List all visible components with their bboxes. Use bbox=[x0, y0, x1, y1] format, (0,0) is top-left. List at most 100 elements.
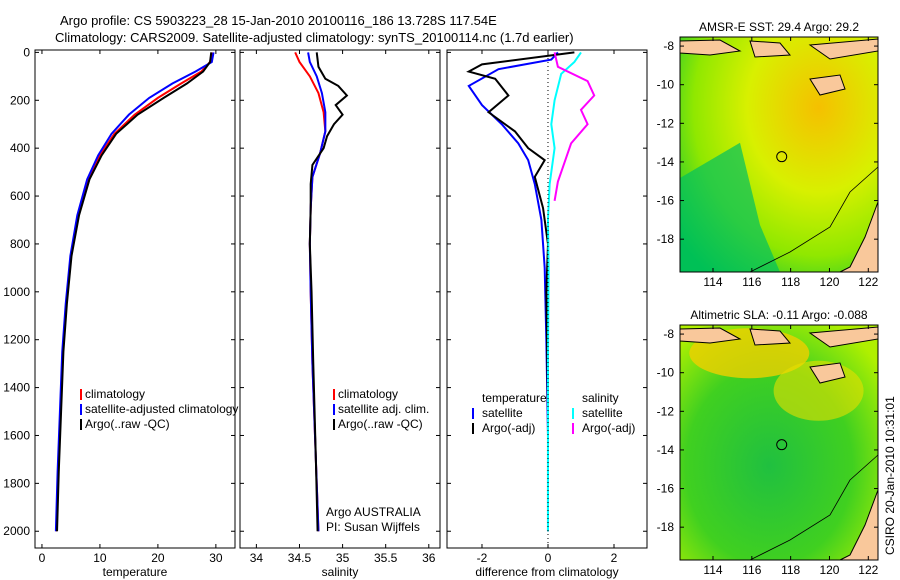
y-tick-label: -16 bbox=[657, 482, 675, 496]
legend-label: Argo(-adj) bbox=[582, 421, 635, 435]
x-tick-label: 35 bbox=[336, 551, 350, 565]
series-line-argo-raw-qc- bbox=[308, 52, 349, 532]
legend-label: climatology bbox=[85, 387, 145, 401]
panel-4: Altimetric SLA: -0.11 Argo: -0.088 -8 -10 -… bbox=[657, 308, 879, 577]
land-island bbox=[809, 362, 846, 384]
legend-swatch bbox=[80, 389, 82, 400]
y-tick-label: 800 bbox=[10, 237, 30, 251]
x-tick-label: 34.5 bbox=[288, 551, 312, 565]
legend-swatch bbox=[333, 404, 335, 415]
axes-frame bbox=[34, 49, 236, 549]
axes-frame bbox=[239, 49, 441, 549]
y-tick-label: -18 bbox=[657, 232, 675, 246]
land-island bbox=[749, 328, 792, 346]
axes-frame bbox=[679, 324, 879, 561]
y-tick-label: 1400 bbox=[3, 381, 30, 395]
series-line-temperature-satellite bbox=[467, 51, 559, 532]
y-tick-label: -14 bbox=[657, 443, 675, 457]
x-tick-label: 30 bbox=[209, 551, 223, 565]
y-tick-label: 600 bbox=[10, 189, 30, 203]
map-cool-region bbox=[680, 142, 780, 272]
x-tick-label: 114 bbox=[703, 275, 722, 289]
legend-label: satellite adj. clim. bbox=[338, 402, 429, 416]
x-tick-label: 122 bbox=[858, 275, 878, 289]
x-tick-label: -2 bbox=[477, 551, 488, 565]
x-tick-label: 122 bbox=[858, 563, 878, 577]
land-island bbox=[749, 40, 792, 58]
x-axis-label: difference from climatology bbox=[475, 565, 618, 579]
legend-label: Argo(-adj) bbox=[482, 421, 535, 435]
legend-swatch bbox=[472, 423, 474, 434]
legend-label: Argo(..raw -QC) bbox=[338, 417, 423, 431]
x-tick-label: 35.5 bbox=[374, 551, 398, 565]
title-line-1: Argo profile: CS 5903223_28 15-Jan-2010 … bbox=[60, 13, 497, 28]
map-title: AMSR-E SST: 29.4 Argo: 29.2 bbox=[699, 20, 859, 34]
y-tick-label: -14 bbox=[657, 155, 675, 169]
timestamp-label: CSIRO 20-Jan-2010 10:31:01 bbox=[883, 396, 897, 555]
title-line-2: Climatology: CARS2009. Satellite-adjuste… bbox=[55, 30, 574, 45]
map-title: Altimetric SLA: -0.11 Argo: -0.088 bbox=[690, 308, 868, 322]
annotation-argo-australia: Argo AUSTRALIA bbox=[326, 505, 421, 519]
x-tick-label: 114 bbox=[703, 563, 722, 577]
y-tick-label: -12 bbox=[657, 116, 675, 130]
x-tick-label: 116 bbox=[742, 275, 761, 289]
panel-2: difference from climatologytemperaturesa… bbox=[446, 49, 648, 579]
y-tick-label: 0 bbox=[23, 45, 30, 59]
legend-label: satellite-adjusted climatology bbox=[85, 402, 238, 416]
series-line-satellite-adjusted-climatology bbox=[54, 52, 215, 532]
series-line-argo-raw-qc- bbox=[56, 52, 213, 532]
legend-swatch bbox=[572, 423, 574, 434]
y-tick-label: 1200 bbox=[3, 333, 30, 347]
x-tick-label: 118 bbox=[781, 275, 800, 289]
y-tick-label: 2000 bbox=[3, 524, 30, 538]
bathymetry-contour bbox=[749, 454, 879, 561]
legend-swatch bbox=[572, 408, 574, 419]
x-tick-label: 0 bbox=[39, 551, 46, 565]
panel-3: AMSR-E SST: 29.4 Argo: 29.2 -8 -10 -12 -14 -1… bbox=[657, 20, 879, 289]
y-tick-label: 1600 bbox=[3, 428, 30, 442]
y-tick-label: -18 bbox=[657, 520, 675, 534]
legend-swatch bbox=[80, 404, 82, 415]
x-tick-label: 120 bbox=[819, 563, 839, 577]
axes-frame bbox=[679, 36, 879, 273]
legend-swatch bbox=[333, 419, 335, 430]
x-tick-label: 116 bbox=[742, 563, 761, 577]
y-tick-label: -12 bbox=[657, 404, 675, 418]
legend-label: satellite bbox=[482, 406, 523, 420]
series-line-temperature-argo-adj- bbox=[466, 51, 575, 532]
legend-label: satellite bbox=[582, 406, 623, 420]
panel-0: temperature02004006008001000120014001600… bbox=[3, 45, 238, 579]
x-tick-label: 20 bbox=[151, 551, 165, 565]
axes-frame bbox=[446, 49, 648, 549]
x-tick-label: 10 bbox=[93, 551, 107, 565]
land-island bbox=[809, 74, 846, 96]
x-tick-label: 36 bbox=[422, 551, 436, 565]
x-tick-label: 2 bbox=[611, 551, 618, 565]
x-axis-label: temperature bbox=[103, 565, 168, 579]
y-tick-label: -8 bbox=[663, 327, 674, 341]
series-line-salinity-argo-adj- bbox=[553, 52, 596, 202]
annotation-pi: PI: Susan Wijffels bbox=[326, 520, 420, 534]
y-tick-label: 1000 bbox=[3, 285, 30, 299]
x-tick-label: 0 bbox=[545, 551, 552, 565]
legend-label: climatology bbox=[338, 387, 398, 401]
y-tick-label: -16 bbox=[657, 194, 675, 208]
argo-position-marker bbox=[776, 151, 788, 163]
legend-swatch bbox=[333, 389, 335, 400]
y-tick-label: -10 bbox=[657, 78, 675, 92]
y-tick-label: -10 bbox=[657, 366, 675, 380]
y-tick-label: 1800 bbox=[3, 476, 30, 490]
legend-swatch bbox=[472, 408, 474, 419]
legend-label: Argo(..raw -QC) bbox=[85, 417, 170, 431]
x-axis-label: salinity bbox=[322, 565, 359, 579]
y-tick-label: 200 bbox=[10, 93, 30, 107]
argo-position-marker bbox=[776, 439, 788, 451]
series-line-climatology bbox=[55, 52, 213, 532]
bathymetry-contour bbox=[749, 166, 879, 273]
x-tick-label: 118 bbox=[781, 563, 800, 577]
y-tick-label: -8 bbox=[663, 39, 674, 53]
y-tick-label: 400 bbox=[10, 141, 30, 155]
legend-label: temperature bbox=[482, 391, 547, 405]
